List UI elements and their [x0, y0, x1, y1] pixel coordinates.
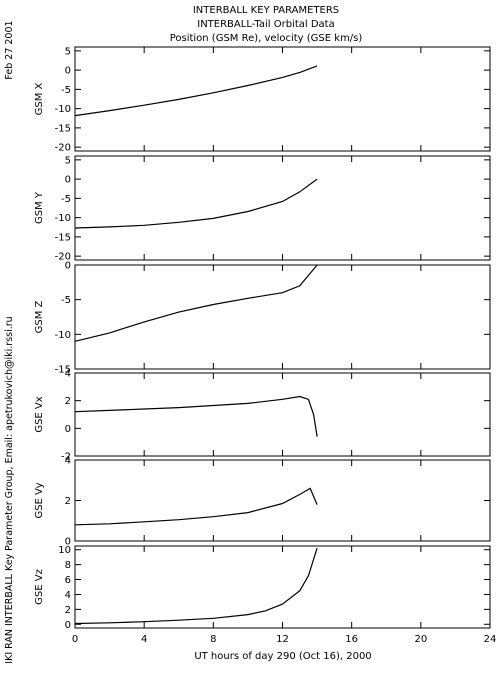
title-line-3: Position (GSM Re), velocity (GSE km/s): [170, 33, 363, 44]
panel-2-series-line: [74, 178, 318, 229]
panel-3-ylabel: GSM Z: [34, 300, 45, 333]
panel-6-ytick-label-0: 10: [58, 545, 71, 556]
panel-3-series-line: [74, 264, 318, 342]
panel-3-ytick-label-2: -10: [55, 330, 71, 341]
panel-4-ylabel: GSE Vx: [34, 396, 45, 432]
panel-4-ytick-label-2: 0: [65, 424, 71, 435]
x-tick-label-3: 12: [276, 634, 289, 645]
panel-2-ytick-label-0: 5: [65, 155, 71, 166]
panel-1-ytick-label-2: -5: [61, 85, 71, 96]
panel-1-ytick-label-1: 0: [65, 66, 71, 77]
title-line-2: INTERBALL-Tail Orbital Data: [197, 19, 334, 30]
x-tick-label-5: 20: [414, 634, 427, 645]
panel-2-ytick-label-5: -20: [55, 252, 71, 263]
x-tick-label-0: 0: [72, 634, 78, 645]
panel-6-ytick-label-4: 2: [65, 605, 71, 616]
panel-6-ytick-label-5: 0: [65, 620, 71, 631]
panel-3-ytick-label-1: -5: [61, 295, 71, 306]
x-tick-label-1: 4: [141, 634, 147, 645]
panel-2-ytick-label-2: -5: [61, 194, 71, 205]
panel-6-ytick-label-1: 8: [65, 560, 71, 571]
panel-2-ytick-label-4: -15: [55, 232, 71, 243]
x-tick-label-6: 24: [484, 634, 497, 645]
panel-3-ytick-label-0: 0: [65, 261, 71, 272]
panel-2-ylabel: GSM Y: [34, 191, 45, 224]
title-line-1: INTERBALL KEY PARAMETERS: [193, 5, 339, 16]
panel-4-frame: [74, 372, 491, 457]
x-tick-label-2: 8: [210, 634, 216, 645]
panel-4-ytick-label-1: 2: [65, 396, 71, 407]
panel-6-ytick-label-2: 6: [65, 575, 71, 586]
panel-5-ylabel: GSE Vy: [34, 482, 45, 518]
panel-1-ytick-label-5: -20: [55, 143, 71, 154]
panel-2-frame: [74, 155, 491, 261]
panel-3-ytick-label-3: -15: [55, 365, 71, 376]
panel-6-ylabel: GSE Vz: [34, 569, 45, 605]
panel-1-ytick-label-4: -15: [55, 123, 71, 134]
panel-4-series-line: [74, 395, 318, 437]
panel-1-series-line: [74, 65, 318, 117]
panel-4-ytick-label-0: 4: [65, 369, 71, 380]
panel-1-ylabel: GSM X: [34, 82, 45, 115]
x-tick-label-4: 16: [345, 634, 358, 645]
panel-5-frame: [74, 459, 491, 542]
panel-6-frame: [74, 545, 491, 629]
panel-5-series-line: [74, 487, 318, 526]
panel-5-ytick-label-0: 4: [65, 456, 71, 467]
x-axis-label: UT hours of day 290 (Oct 16), 2000: [194, 651, 371, 662]
panel-5-ytick-label-1: 2: [65, 496, 71, 507]
panel-1-ytick-label-0: 5: [65, 46, 71, 57]
date-label: Feb 27 2001: [4, 20, 15, 79]
panel-6-series-line: [74, 548, 318, 625]
panel-1-ytick-label-3: -10: [55, 104, 71, 115]
panel-3-frame: [74, 264, 491, 370]
panel-6-ytick-label-3: 4: [65, 590, 71, 601]
credit-label: IKI RAN INTERBALL Key Parameter Group, E…: [4, 316, 15, 663]
panel-2-ytick-label-1: 0: [65, 175, 71, 186]
panel-5-ytick-label-2: 0: [65, 537, 71, 548]
panel-1-frame: [74, 46, 491, 152]
panel-2-ytick-label-3: -10: [55, 213, 71, 224]
panel-4-ytick-label-3: -2: [61, 452, 71, 463]
